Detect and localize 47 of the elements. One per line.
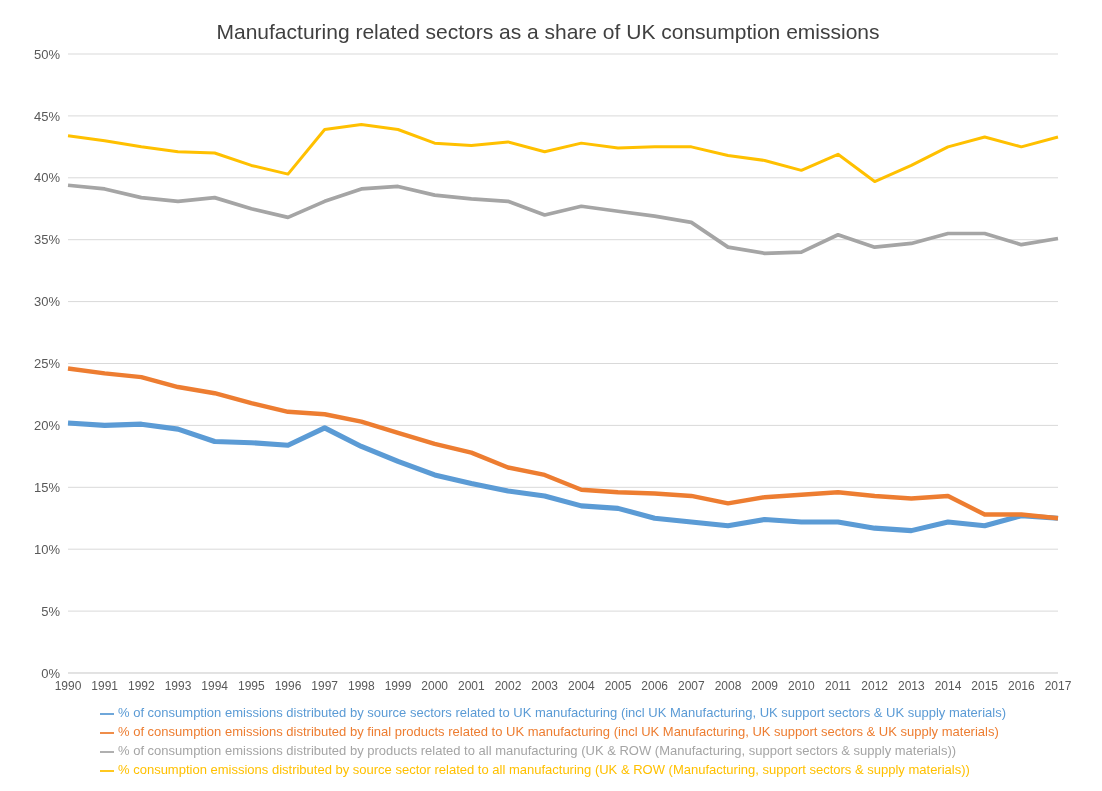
x-tick-label: 1998 [347, 678, 375, 693]
y-tick-label: 0% [41, 665, 61, 681]
x-tick-label: 2008 [714, 678, 742, 693]
x-tick-label: 2002 [494, 678, 522, 693]
y-tick-label: 35% [33, 232, 61, 248]
y-tick-label: 15% [33, 479, 61, 495]
x-tick-label: 2015 [971, 678, 999, 693]
x-tick-label: 1993 [164, 678, 192, 693]
y-tick-label: 45% [33, 108, 61, 124]
legend-label: % of consumption emissions distributed by final products related to UK manufacturing (incl UK Manufacturing, UK support sectors & UK supply materials) [118, 724, 999, 739]
y-tick-label: 10% [33, 541, 61, 557]
x-tick-label: 2012 [861, 678, 889, 693]
legend-label: % of consumption emissions distributed by products related to all manufacturing (UK & ROW (Manufacturing, support sectors & supply materials)) [118, 743, 957, 758]
x-tick-label: 1995 [237, 678, 265, 693]
y-tick-label: 5% [41, 603, 61, 619]
x-tick-label: 1991 [91, 678, 119, 693]
x-tick-label: 2003 [531, 678, 559, 693]
y-tick-label: 30% [33, 294, 61, 310]
x-tick-label: 2016 [1007, 678, 1035, 693]
x-tick-label: 2011 [825, 678, 852, 693]
legend-label: % consumption emissions distributed by source sector related to all manufacturing (UK & ROW (Manufacturing, support sectors & supply materials)) [118, 762, 970, 777]
x-tick-label: 1994 [201, 678, 229, 693]
y-tick-label: 25% [33, 356, 61, 372]
x-tick-label: 1997 [311, 678, 339, 693]
x-tick-label: 2017 [1044, 678, 1072, 693]
x-tick-label: 1992 [127, 678, 155, 693]
line-series [65, 366, 1061, 521]
y-tick-label: 40% [33, 170, 61, 186]
y-tick-label: 50% [33, 46, 61, 62]
x-tick-label: 2000 [421, 678, 449, 693]
line-series [66, 183, 1060, 256]
x-tick-label: 2010 [787, 678, 815, 693]
line-series [66, 123, 1060, 184]
x-tick-label: 1999 [384, 678, 412, 693]
x-tick-label: 2013 [897, 678, 925, 693]
x-tick-label: 2006 [641, 678, 669, 693]
x-tick-label: 2005 [604, 678, 632, 693]
x-tick-label: 1996 [274, 678, 302, 693]
x-tick-label: 2004 [567, 678, 595, 693]
legend-label: % of consumption emissions distributed by source sectors related to UK manufacturing (incl UK Manufacturing, UK support sectors & UK supply materials) [118, 705, 1006, 720]
x-tick-label: 1990 [54, 678, 82, 693]
x-tick-label: 2014 [934, 678, 962, 693]
chart-title: Manufacturing related sectors as a share of UK consumption emissions [215, 19, 881, 44]
y-tick-label: 20% [33, 418, 61, 434]
x-tick-label: 2001 [457, 678, 485, 693]
x-tick-label: 2007 [677, 678, 705, 693]
x-tick-label: 2009 [751, 678, 779, 693]
